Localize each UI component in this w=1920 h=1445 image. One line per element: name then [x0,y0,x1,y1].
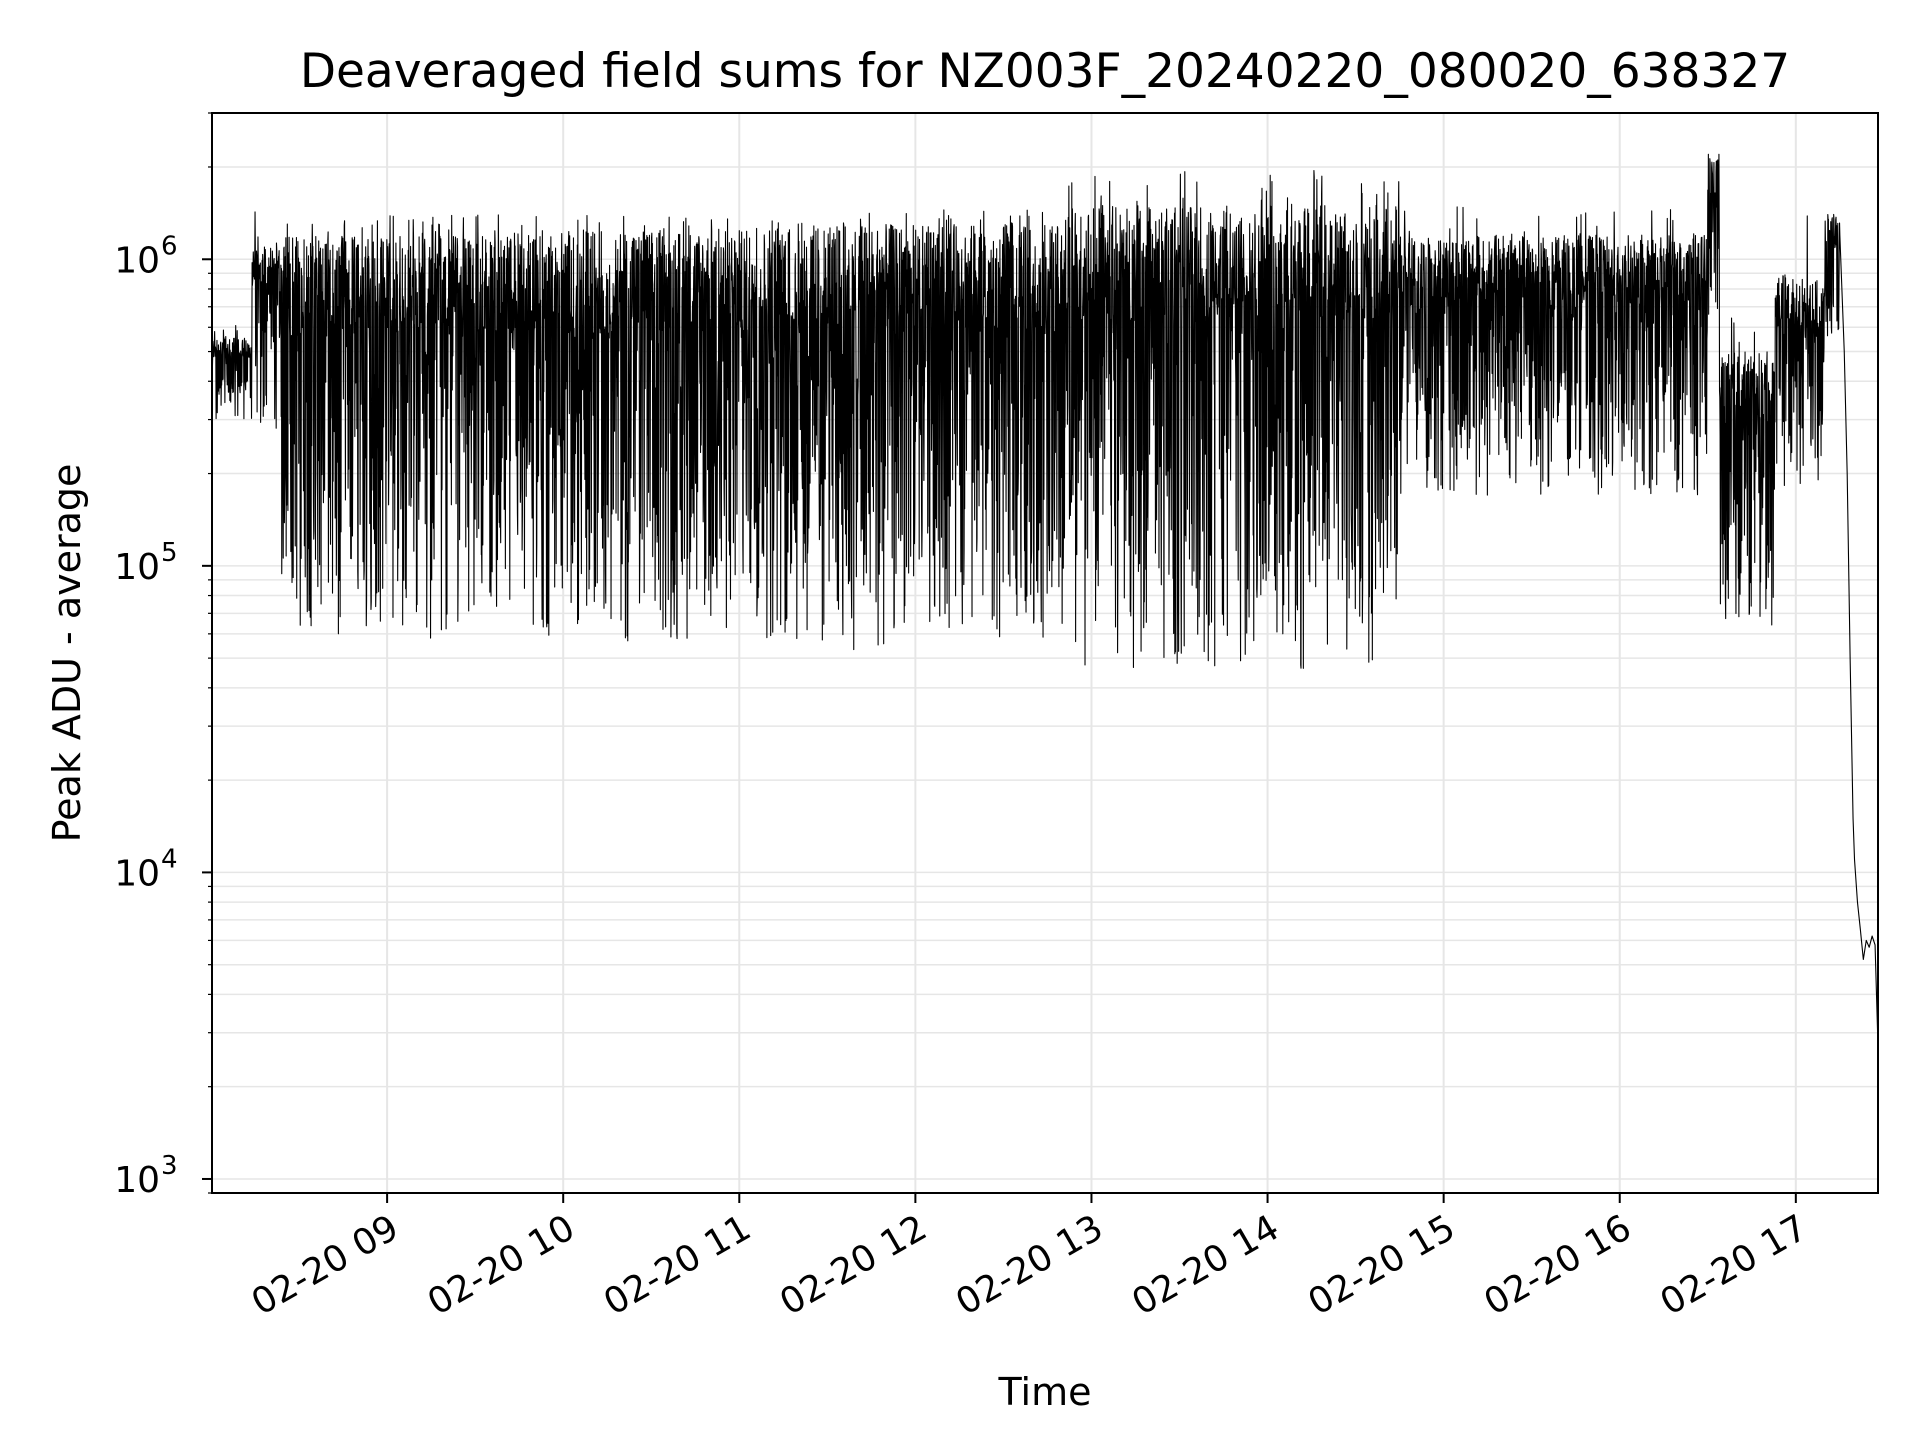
y-axis-label: Peak ADU - average [45,464,89,843]
y-tick-exponent: 3 [161,1151,178,1181]
axes-frame [211,112,1879,1194]
y-tick-label: 10 [114,1160,160,1201]
y-tick-exponent: 6 [161,231,178,261]
y-tick-label: 10 [114,240,160,281]
series-line [212,153,1878,1047]
y-tick-label: 10 [114,853,160,894]
y-tick-exponent: 4 [161,844,178,874]
plot-area [212,153,1878,1047]
y-tick-exponent: 5 [161,538,178,568]
minor-gridlines [208,112,1878,1194]
chart-title: Deaveraged field sums for NZ003F_2024022… [300,44,1790,99]
y-tick-label: 10 [114,547,160,588]
x-axis-label: Time [998,1370,1092,1414]
